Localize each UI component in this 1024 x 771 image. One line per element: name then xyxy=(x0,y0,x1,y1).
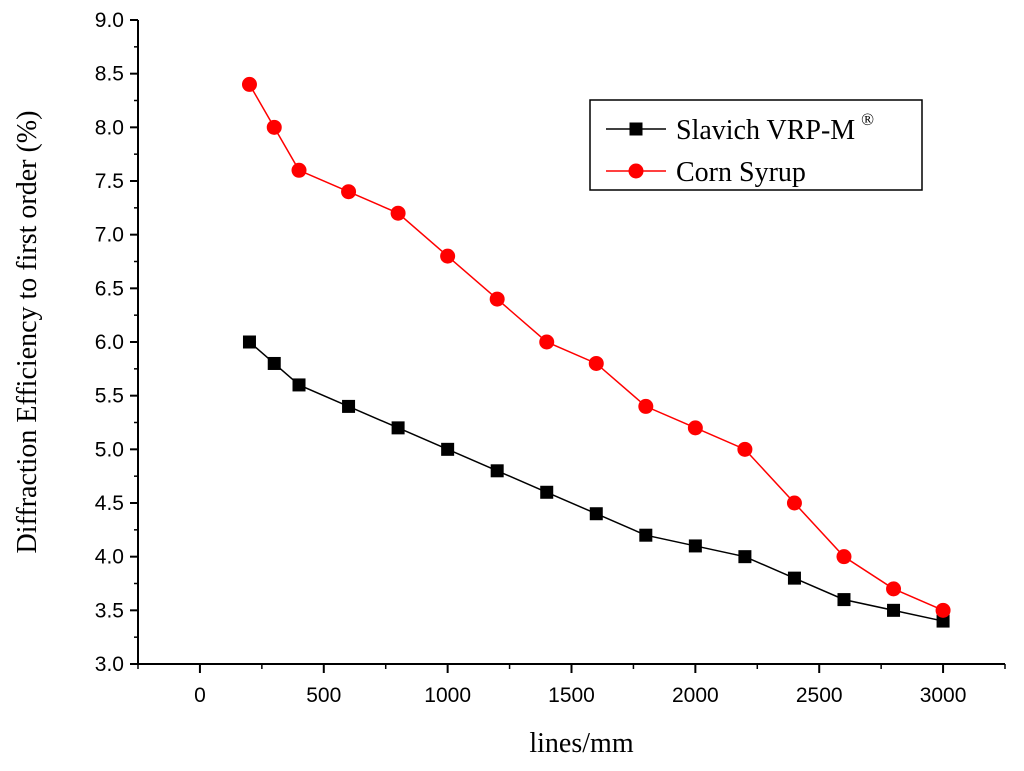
data-point xyxy=(589,507,603,521)
data-point xyxy=(292,378,306,392)
y-tick-label: 5.5 xyxy=(95,385,124,408)
y-tick-label: 8.0 xyxy=(95,116,124,139)
y-tick-label: 7.0 xyxy=(95,224,124,247)
legend-label: Corn Syrup xyxy=(676,157,806,188)
data-point xyxy=(786,495,802,511)
data-point xyxy=(588,355,604,371)
y-tick-label: 6.0 xyxy=(95,331,124,354)
data-point xyxy=(737,441,753,457)
data-point xyxy=(639,528,653,542)
x-tick-label: 1000 xyxy=(424,684,471,707)
series-slavich xyxy=(242,335,950,628)
legend-box xyxy=(589,99,923,191)
legend: Slavich VRP-M ® Corn Syrup xyxy=(589,99,923,191)
series-layer xyxy=(241,76,951,628)
x-tick-label: 0 xyxy=(194,684,206,707)
data-point xyxy=(241,76,257,92)
y-tick-label: 4.0 xyxy=(95,546,124,569)
data-point xyxy=(242,335,256,349)
data-point xyxy=(935,602,951,618)
series-line xyxy=(248,341,944,622)
y-tick-label: 3.0 xyxy=(95,653,124,676)
data-point xyxy=(267,356,281,370)
data-point xyxy=(266,119,282,135)
data-point xyxy=(638,398,654,414)
legend-label: Slavich VRP-M xyxy=(676,115,855,146)
x-tick-label: 500 xyxy=(306,684,341,707)
x-tick-label: 1500 xyxy=(548,684,595,707)
data-point xyxy=(936,614,950,628)
y-axis-ticks: 3.0 3.5 4.0 4.5 5.0 5.5 6.0 6.5 7.0 7.5 8.0 8.5 9.0 xyxy=(95,9,138,676)
data-point xyxy=(391,421,405,435)
y-tick-label: 7.5 xyxy=(95,170,124,193)
data-point xyxy=(489,291,505,307)
y-tick-label: 9.0 xyxy=(95,9,124,32)
data-point xyxy=(836,549,852,565)
y-tick-label: 4.5 xyxy=(95,492,124,515)
data-point xyxy=(441,442,455,456)
data-point xyxy=(440,248,456,264)
legend-registered-mark: ® xyxy=(861,110,874,129)
y-tick-label: 5.0 xyxy=(95,438,124,461)
data-point xyxy=(738,550,752,564)
data-point xyxy=(887,603,901,617)
y-tick-label: 3.5 xyxy=(95,599,124,622)
series-line xyxy=(248,84,944,612)
data-point xyxy=(341,184,357,200)
legend-marker xyxy=(628,163,644,179)
data-point xyxy=(687,420,703,436)
x-tick-label: 2000 xyxy=(672,684,719,707)
x-tick-label: 2500 xyxy=(796,684,843,707)
legend-marker xyxy=(629,122,643,136)
data-point xyxy=(540,485,554,499)
y-axis-title: Diffraction Efficiency to first order (%… xyxy=(12,111,43,554)
data-point xyxy=(539,334,555,350)
data-point xyxy=(837,593,851,607)
x-tick-label: 3000 xyxy=(920,684,967,707)
data-point xyxy=(390,205,406,221)
y-tick-label: 6.5 xyxy=(95,277,124,300)
data-point xyxy=(886,581,902,597)
data-point xyxy=(787,571,801,585)
data-point xyxy=(291,162,307,178)
data-point xyxy=(688,539,702,553)
x-axis-ticks: 0 500 1000 1500 2000 2500 3000 xyxy=(137,664,1006,707)
legend-item: Slavich VRP-M ® xyxy=(606,110,874,146)
data-point xyxy=(490,464,504,478)
legend-item: Corn Syrup xyxy=(606,157,806,188)
y-tick-label: 8.5 xyxy=(95,63,124,86)
series-corn-syrup xyxy=(241,76,951,618)
x-axis-title: lines/mm xyxy=(529,728,633,759)
data-point xyxy=(342,399,356,413)
